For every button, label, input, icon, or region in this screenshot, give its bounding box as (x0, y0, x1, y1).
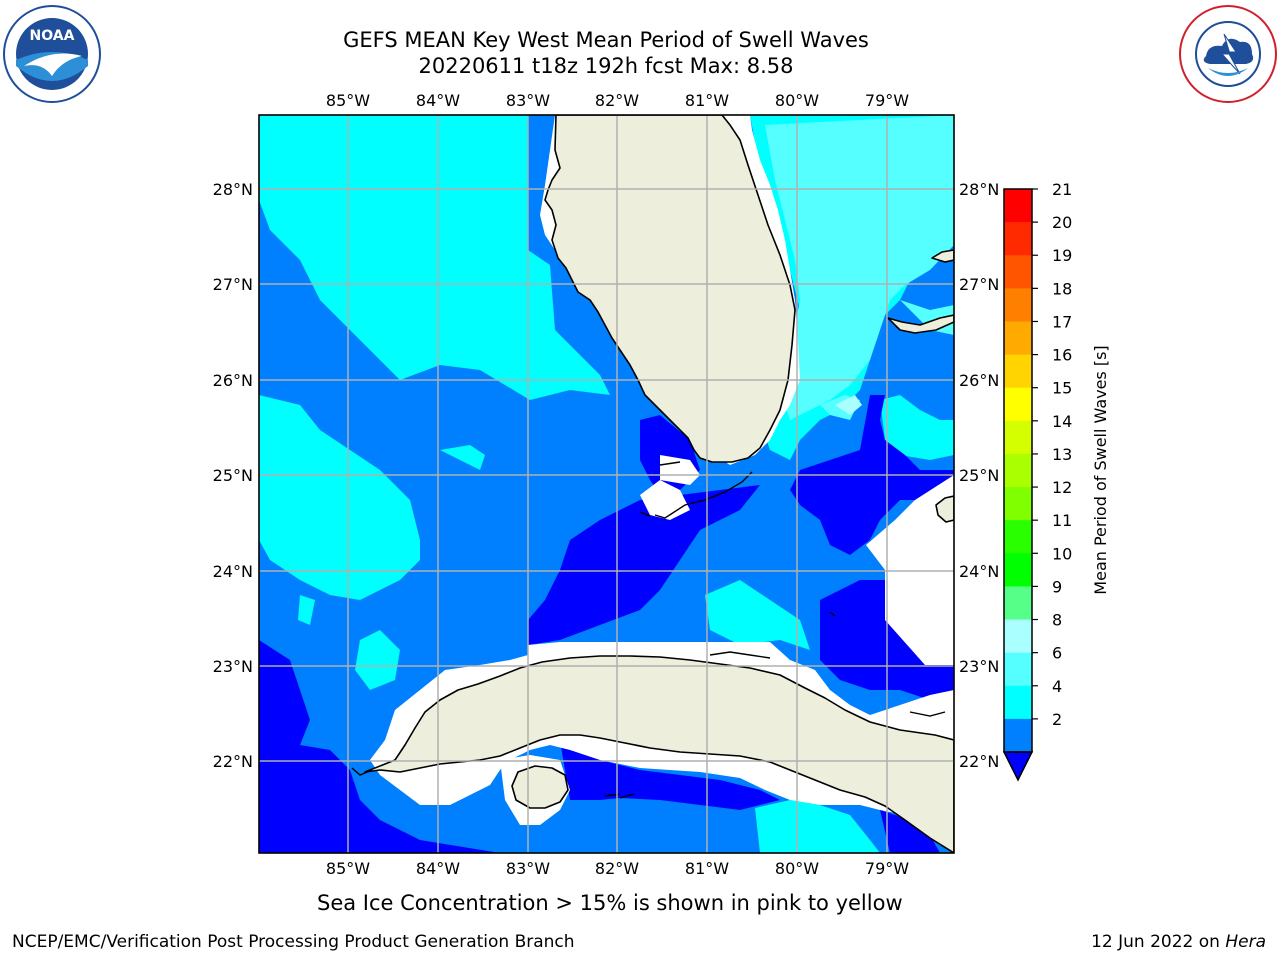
lon-label: 81°W (685, 91, 729, 110)
lat-label: 24°N (213, 562, 253, 581)
colorbar-tick-label: 19 (1052, 246, 1072, 265)
keys-and-cays (351, 461, 946, 799)
map-plot-area (259, 115, 954, 853)
colorbar-tick-label: 21 (1052, 180, 1072, 199)
colorbar-segment (1004, 652, 1032, 687)
lat-labels-right: 28°N 27°N 26°N 25°N 24°N 23°N 22°N (959, 180, 999, 771)
colorbar-tick-label: 8 (1052, 611, 1062, 630)
colorbar-segment (1004, 586, 1032, 621)
colorbar-tick-label: 14 (1052, 412, 1072, 431)
colorbar-segment (1004, 553, 1032, 587)
graticule (259, 115, 954, 853)
colorbar-tick-label: 13 (1052, 445, 1072, 464)
footer-left: NCEP/EMC/Verification Post Processing Pr… (12, 932, 575, 952)
colorbar-tick-label: 17 (1052, 312, 1072, 331)
colorbar-tick-label: 4 (1052, 677, 1062, 696)
map-frame (258, 114, 955, 854)
cuba-island (364, 655, 954, 853)
isla-de-la-juventud (511, 765, 569, 809)
lon-label: 84°W (416, 91, 460, 110)
colorbar-tick-label: 11 (1052, 511, 1072, 530)
lat-label: 27°N (959, 275, 999, 294)
colorbar-extend-triangle (1002, 751, 1034, 782)
colorbar-segment (1004, 420, 1032, 455)
colorbar-tick-label: 16 (1052, 346, 1072, 365)
grand-bahama (887, 314, 954, 334)
colorbar-tick-label: 20 (1052, 213, 1072, 232)
lon-label: 80°W (775, 91, 819, 110)
abaco (931, 249, 954, 263)
lat-label: 22°N (213, 752, 253, 771)
lat-labels-left: 28°N 27°N 26°N 25°N 24°N 23°N 22°N (213, 180, 253, 771)
colorbar-tick-label: 6 (1052, 644, 1062, 663)
noaa-logo: NOAA (3, 5, 101, 103)
lat-label: 23°N (959, 657, 999, 676)
colorbar-tick-label: 2 (1052, 710, 1062, 729)
colorbar-segment (1004, 255, 1032, 289)
lon-label: 85°W (326, 859, 370, 878)
colorbar-tick-label: 15 (1052, 379, 1072, 398)
colorbar: 21 20 19 18 17 16 15 14 13 12 11 10 9 8 6 4 2 Mean Perio… (1002, 180, 1110, 782)
map-subtitle: 20220611 t18z 192h fcst Max: 8.58 (418, 54, 794, 78)
sea-ice-caption: Sea Ice Concentration > 15% is shown in … (317, 891, 903, 915)
lon-label: 81°W (685, 859, 729, 878)
colorbar-ticks: 21 20 19 18 17 16 15 14 13 12 11 10 9 8 6 4 2 (1032, 180, 1072, 729)
nws-logo (1179, 5, 1277, 103)
lon-label: 83°W (506, 859, 550, 878)
lat-label: 27°N (213, 275, 253, 294)
lon-labels-top: 85°W 84°W 83°W 82°W 81°W 80°W 79°W (326, 91, 909, 110)
lon-label: 79°W (865, 859, 909, 878)
footer-machine: Hera (1225, 932, 1266, 952)
colorbar-tick-label: 18 (1052, 279, 1072, 298)
florida-peninsula (544, 115, 796, 463)
lon-label: 79°W (865, 91, 909, 110)
lat-label: 23°N (213, 657, 253, 676)
lon-labels-bottom: 85°W 84°W 83°W 82°W 81°W 80°W 79°W (326, 859, 909, 878)
colorbar-tick-label: 12 (1052, 478, 1072, 497)
footer-right: 12 Jun 2022 on Hera (1091, 932, 1266, 952)
footer-date: 12 Jun 2022 on (1091, 932, 1226, 952)
colorbar-segment (1004, 520, 1032, 554)
colorbar-segment (1004, 354, 1032, 389)
lat-label: 25°N (959, 466, 999, 485)
colorbar-segment (1004, 718, 1032, 753)
andros-island (935, 495, 954, 523)
noaa-logo-text: NOAA (30, 28, 75, 44)
colorbar-label: Mean Period of Swell Waves [s] (1091, 345, 1110, 594)
lat-label: 26°N (959, 371, 999, 390)
colorbar-segment (1004, 288, 1032, 322)
lat-label: 22°N (959, 752, 999, 771)
lat-label: 26°N (213, 371, 253, 390)
colorbar-segment (1004, 453, 1032, 488)
lat-label: 28°N (213, 180, 253, 199)
lat-label: 24°N (959, 562, 999, 581)
colorbar-segment (1004, 321, 1032, 356)
lon-label: 82°W (595, 91, 639, 110)
lon-label: 82°W (595, 859, 639, 878)
lon-label: 84°W (416, 859, 460, 878)
colorbar-segment (1004, 619, 1032, 654)
colorbar-segment (1004, 189, 1032, 223)
colorbar-segment (1004, 222, 1032, 256)
colorbar-segment (1004, 387, 1032, 422)
colorbar-frame (1003, 188, 1033, 753)
lon-label: 83°W (506, 91, 550, 110)
colorbar-segments (1004, 189, 1032, 753)
colorbar-segment (1004, 685, 1032, 720)
land-masses (364, 115, 954, 853)
lon-label: 80°W (775, 859, 819, 878)
colorbar-segment (1004, 487, 1032, 521)
lat-label: 28°N (959, 180, 999, 199)
swell-period-8-9-field (835, 395, 862, 415)
map-title: GEFS MEAN Key West Mean Period of Swell … (343, 28, 869, 52)
lat-label: 25°N (213, 466, 253, 485)
colorbar-tick-label: 10 (1052, 544, 1072, 563)
colorbar-tick-label: 9 (1052, 577, 1062, 596)
lon-label: 85°W (326, 91, 370, 110)
